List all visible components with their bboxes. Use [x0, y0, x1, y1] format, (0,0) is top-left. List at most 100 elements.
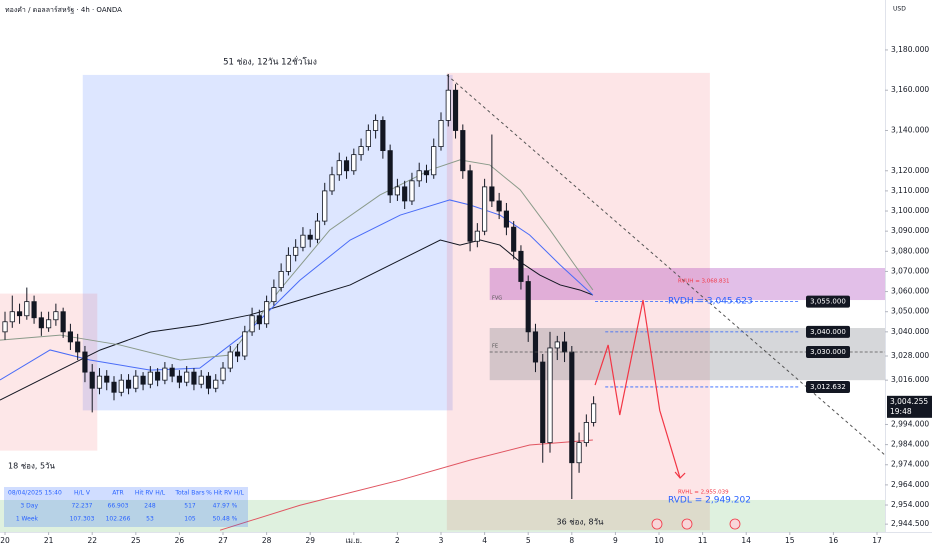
table-cell: 53 — [146, 516, 154, 523]
candle-body — [213, 379, 219, 389]
candle-body — [9, 311, 15, 323]
x-tick-label: 14 — [741, 536, 751, 545]
candle-body — [416, 170, 422, 182]
x-tick-label: 20 — [0, 536, 10, 545]
annotation: RVHL = 2,955.039 — [678, 490, 729, 496]
y-tick-label: 3,016.000 — [891, 375, 929, 384]
x-tick-label: 28 — [262, 536, 272, 545]
moving-average — [0, 239, 594, 401]
candle-body — [314, 220, 321, 240]
x-tick-label: 2 — [395, 536, 400, 545]
candle-body — [118, 379, 124, 393]
candle-body — [16, 311, 23, 317]
candle-body — [176, 375, 182, 383]
y-tick-label: 3,090.000 — [891, 226, 929, 235]
y-tick-label: 3,040.000 — [891, 327, 929, 336]
candle-body — [147, 371, 153, 385]
table-cell: 107.303 — [70, 516, 95, 523]
candle-body — [387, 150, 393, 196]
candle-body — [278, 271, 284, 288]
moving-average — [0, 159, 594, 361]
annotation: RVDH = 3,045.623 — [668, 297, 753, 307]
table-cell: 1 Week — [16, 516, 39, 523]
candle-body — [394, 186, 400, 196]
candle-body — [438, 120, 444, 147]
x-tick-label: 22 — [87, 536, 97, 545]
level-tag — [806, 295, 850, 308]
candle-body — [489, 186, 495, 202]
candle-body — [227, 351, 233, 369]
candle-body — [60, 311, 66, 333]
y-tick-label: 3,028.000 — [891, 351, 929, 360]
stats-table — [4, 487, 248, 527]
zone — [82, 74, 453, 411]
annotation: RVUH = 3,068.831 — [678, 279, 730, 285]
table-cell: 47.97 % — [213, 503, 238, 510]
candle-body — [554, 341, 560, 349]
x-tick-label: 27 — [218, 536, 228, 545]
candle-body — [184, 371, 190, 383]
table-cell: Total Bars — [174, 490, 204, 497]
candle-body — [293, 246, 299, 256]
annotation: RVDL = 2,949.202 — [668, 496, 751, 506]
candle-body — [518, 250, 524, 282]
y-tick-label: 3,180.000 — [891, 45, 929, 54]
candle-body — [380, 120, 386, 152]
candle-body — [460, 130, 466, 172]
table-cell: % Hit RV H/L — [206, 490, 244, 497]
level-tag-label: 3,055.000 — [810, 298, 846, 306]
x-tick-label: 4 — [482, 536, 487, 545]
annotation: FVG — [492, 296, 502, 302]
event-icon — [651, 518, 663, 530]
candle-body — [155, 371, 161, 381]
x-tick-label: 8 — [569, 536, 574, 545]
candle-body — [576, 442, 582, 464]
annotation: 18 ช่อง, 5วัน — [8, 462, 56, 471]
candle-body — [445, 89, 451, 121]
level-tag-label: 3,040.000 — [810, 328, 846, 336]
x-tick-label: 25 — [131, 536, 141, 545]
candle-body — [467, 170, 473, 242]
candle-body — [46, 319, 52, 329]
candle-body — [264, 301, 270, 325]
candle-body — [547, 347, 553, 443]
candle-body — [242, 331, 248, 357]
candle-body — [496, 200, 502, 212]
candle-body — [452, 89, 459, 131]
candle-body — [53, 311, 59, 321]
candle-body — [24, 301, 30, 317]
candle-body — [423, 170, 430, 176]
candle-body — [503, 210, 509, 228]
projection-path — [594, 299, 681, 479]
candle-body — [336, 160, 342, 176]
y-tick-label: 2,964.000 — [891, 480, 929, 489]
level-tag — [806, 345, 850, 358]
y-tick-label: 3,160.000 — [891, 85, 929, 94]
candle-body — [300, 234, 306, 248]
candle-body — [249, 315, 255, 333]
candle-body — [96, 375, 103, 389]
candle-body — [402, 186, 408, 202]
candle-body — [198, 375, 204, 385]
y-tick-label: 3,120.000 — [891, 166, 929, 175]
candle-body — [162, 367, 168, 381]
candle-body — [373, 120, 379, 131]
candle-body — [474, 230, 480, 242]
candle-body — [256, 315, 262, 325]
x-tick-label: 3 — [439, 536, 444, 545]
candle-body — [540, 361, 546, 443]
table-cell: 248 — [144, 503, 156, 510]
y-tick-label: 2,974.000 — [891, 460, 929, 469]
table-cell: 08/04/2025 15:40 — [8, 490, 62, 497]
y-tick-label: 3,110.000 — [891, 186, 929, 195]
plot-area — [0, 72, 886, 532]
candle-body — [111, 381, 117, 393]
candle-body — [2, 321, 8, 333]
candle-body — [329, 174, 335, 192]
annotation: 36 ช่อง, 8วัน — [557, 518, 605, 527]
table-cell: H/L V — [74, 490, 91, 497]
candle-body — [583, 422, 589, 443]
y-tick-label: 2,984.000 — [891, 440, 929, 449]
level-tag-label: 3,030.000 — [810, 348, 846, 356]
